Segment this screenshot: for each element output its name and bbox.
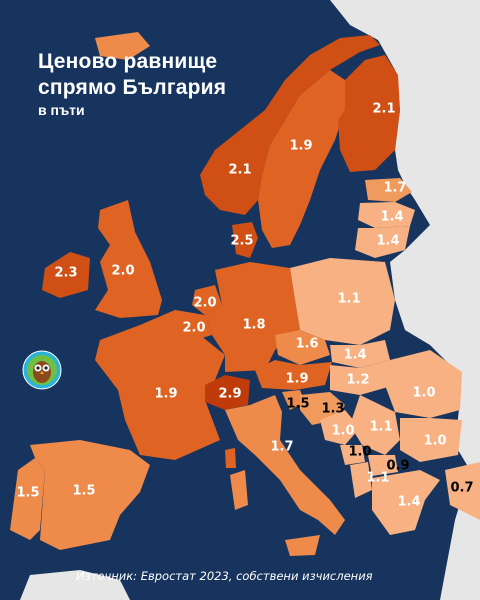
label-uk: 2.0 bbox=[111, 263, 135, 279]
label-bosnia: 1.0 bbox=[331, 423, 355, 439]
country-north-macedonia bbox=[368, 455, 398, 476]
country-slovakia bbox=[330, 340, 390, 368]
label-estonia: 1.7 bbox=[383, 180, 407, 196]
island-corsica bbox=[225, 448, 236, 468]
country-belgium bbox=[175, 310, 212, 340]
country-france bbox=[95, 310, 225, 460]
country-portugal bbox=[10, 458, 45, 540]
label-czechia: 1.6 bbox=[295, 336, 319, 352]
country-austria bbox=[255, 360, 332, 390]
country-spain bbox=[30, 440, 150, 550]
label-north-macedonia: 0.9 bbox=[386, 458, 410, 474]
country-romania bbox=[385, 350, 462, 418]
island-sardinia bbox=[230, 470, 248, 510]
country-switzerland bbox=[205, 375, 250, 410]
label-portugal: 1.5 bbox=[16, 485, 40, 501]
russia-belarus-region bbox=[330, 0, 480, 600]
label-sweden: 1.9 bbox=[289, 138, 313, 154]
label-france: 1.9 bbox=[154, 386, 178, 402]
country-uk bbox=[95, 200, 162, 318]
label-norway: 2.1 bbox=[228, 162, 252, 178]
island-sicily bbox=[285, 535, 320, 556]
country-slovenia bbox=[282, 390, 305, 410]
country-montenegro bbox=[340, 445, 365, 465]
label-albania: 1.1 bbox=[366, 470, 390, 486]
label-slovenia: 1.5 bbox=[286, 396, 310, 412]
label-finland: 2.1 bbox=[372, 101, 396, 117]
label-denmark: 2.5 bbox=[230, 233, 254, 249]
label-hungary: 1.2 bbox=[346, 372, 370, 388]
country-bosnia bbox=[320, 410, 360, 445]
label-greece: 1.4 bbox=[397, 494, 421, 510]
country-ireland bbox=[42, 252, 90, 298]
country-greece bbox=[372, 470, 440, 535]
country-hungary bbox=[330, 360, 395, 395]
label-germany: 1.8 bbox=[242, 317, 266, 333]
label-romania: 1.0 bbox=[412, 385, 436, 401]
label-turkey: 0.7 bbox=[450, 480, 474, 496]
country-iceland bbox=[95, 32, 150, 60]
country-finland bbox=[338, 55, 400, 172]
country-italy bbox=[225, 395, 345, 535]
country-norway bbox=[200, 35, 380, 215]
source-note: Източник: Евростат 2023, собствени изчис… bbox=[76, 569, 373, 583]
owl-logo-icon bbox=[22, 350, 62, 390]
country-serbia bbox=[350, 395, 400, 455]
label-spain: 1.5 bbox=[72, 483, 96, 499]
label-slovakia: 1.4 bbox=[343, 347, 367, 363]
africa-coast bbox=[20, 570, 130, 600]
label-bulgaria: 1.0 bbox=[423, 433, 447, 449]
title-line-2: спрямо България bbox=[38, 76, 227, 99]
label-lithuania: 1.4 bbox=[376, 233, 400, 249]
country-estonia bbox=[365, 178, 412, 202]
country-albania bbox=[350, 462, 372, 498]
country-czechia bbox=[275, 330, 330, 365]
label-ireland: 2.3 bbox=[54, 265, 78, 281]
country-denmark bbox=[232, 222, 258, 258]
title-line-3: в пъти bbox=[38, 102, 85, 118]
label-switzerland: 2.9 bbox=[218, 386, 242, 402]
label-latvia: 1.4 bbox=[380, 209, 404, 225]
country-netherlands bbox=[192, 285, 222, 315]
title-line-1: Ценово равнище bbox=[38, 50, 218, 73]
country-bulgaria bbox=[400, 418, 462, 462]
country-latvia bbox=[358, 202, 415, 228]
label-netherlands: 2.0 bbox=[193, 295, 217, 311]
label-italy: 1.7 bbox=[270, 439, 294, 455]
label-poland: 1.1 bbox=[337, 291, 361, 307]
label-montenegro: 1.0 bbox=[348, 444, 372, 460]
country-turkey bbox=[445, 462, 480, 520]
label-serbia: 1.1 bbox=[369, 419, 393, 435]
country-germany bbox=[205, 262, 300, 372]
label-croatia: 1.3 bbox=[321, 401, 345, 417]
country-sweden bbox=[258, 70, 345, 248]
label-belgium: 2.0 bbox=[182, 320, 206, 336]
country-poland bbox=[290, 258, 395, 345]
country-lithuania bbox=[355, 226, 410, 258]
label-austria: 1.9 bbox=[285, 371, 309, 387]
